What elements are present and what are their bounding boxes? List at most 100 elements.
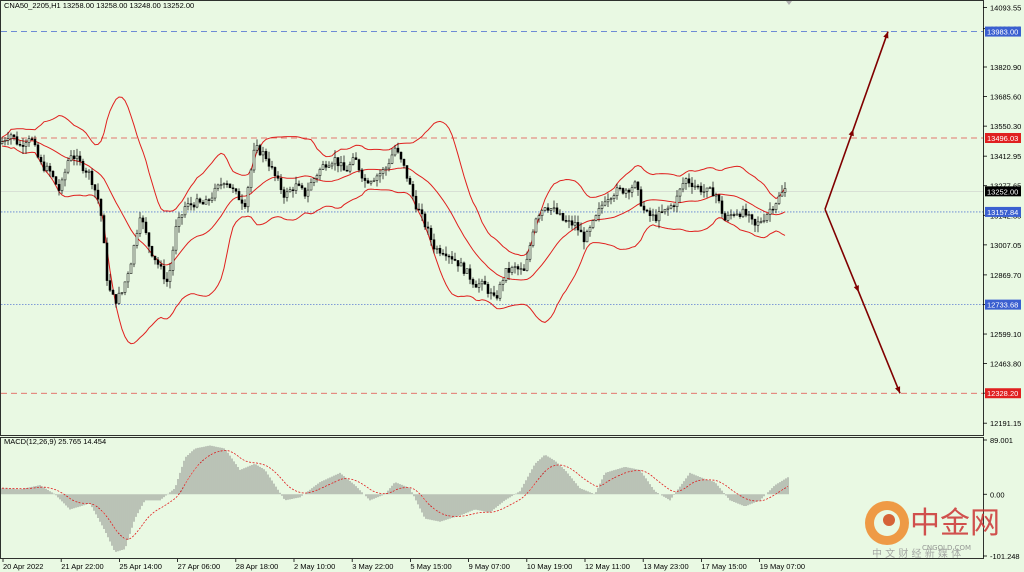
candle-body	[678, 188, 682, 197]
candle-body	[726, 214, 730, 221]
candle-body	[6, 138, 10, 141]
candle-body	[708, 187, 712, 189]
candle-body	[234, 188, 238, 192]
candle-body	[165, 278, 169, 282]
bollinger-mid	[1, 137, 786, 281]
candle-body	[564, 220, 568, 222]
candle-body	[510, 267, 514, 273]
chart-shift-marker[interactable]	[786, 1, 792, 5]
projection-arrows	[824, 31, 901, 394]
candle-body	[321, 164, 325, 170]
candle-body	[771, 208, 775, 211]
bollinger-bands	[1, 96, 786, 345]
candle-body	[144, 221, 148, 233]
candle-body	[258, 145, 262, 156]
candle-body	[18, 144, 22, 146]
candle-body	[180, 214, 184, 218]
macd-panel-frame	[0, 437, 984, 559]
candle-body	[213, 187, 217, 199]
candle-body	[690, 182, 694, 188]
candle-body	[666, 207, 670, 210]
candle-body	[189, 203, 193, 206]
price-tick-label: 13550.30	[990, 122, 1021, 131]
time-tick-label: 9 May 07:00	[469, 562, 510, 571]
candle-body	[24, 142, 28, 147]
candle-body	[21, 145, 25, 147]
candle-body	[117, 292, 121, 304]
candle-body	[783, 188, 787, 193]
candle-body	[120, 292, 124, 294]
candle-body	[222, 183, 226, 185]
candle-body	[684, 178, 688, 184]
time-tick-label: 5 May 15:00	[410, 562, 451, 571]
candle-body	[276, 175, 280, 179]
candle-body	[147, 232, 151, 247]
candle-body	[270, 166, 274, 168]
candle-body	[654, 214, 658, 222]
price-tag-label: 13252.00	[987, 187, 1018, 196]
candle-body	[507, 268, 511, 273]
candle-body	[648, 210, 652, 216]
candle-body	[576, 222, 580, 231]
candle-body	[741, 208, 745, 217]
candle-body	[411, 184, 415, 197]
candle-body	[159, 264, 163, 267]
candle-body	[78, 155, 82, 162]
candle-body	[327, 165, 331, 168]
candle-body	[336, 157, 340, 167]
price-tick-label: 12869.70	[990, 271, 1021, 280]
candle-body	[471, 279, 475, 285]
candle-body	[744, 208, 748, 216]
price-candles	[0, 131, 787, 308]
candle-body	[735, 213, 739, 216]
candle-body	[780, 192, 784, 197]
candle-body	[81, 160, 85, 172]
candle-body	[501, 280, 505, 285]
candle-body	[264, 151, 268, 160]
price-tag-box	[985, 388, 1021, 399]
candle-body	[87, 170, 91, 173]
candle-body	[465, 268, 469, 274]
candle-body	[351, 157, 355, 165]
candle-body	[543, 207, 547, 211]
candle-body	[423, 213, 427, 228]
candle-body	[303, 187, 307, 197]
price-tag-box	[985, 26, 1021, 37]
candle-body	[591, 220, 595, 228]
candle-body	[552, 207, 556, 210]
candle-body	[609, 198, 613, 200]
candle-body	[486, 284, 490, 294]
time-tick-label: 20 Apr 2022	[3, 562, 43, 571]
projection-line	[824, 31, 889, 210]
candle-body	[639, 189, 643, 207]
candle-body	[363, 177, 367, 181]
macd-title: MACD(12,26,9) 25.765 14.454	[4, 437, 106, 446]
price-tick-label: 13007.05	[990, 241, 1021, 250]
candle-body	[603, 201, 607, 206]
projection-mid-arrowhead	[848, 129, 854, 137]
macd-tick-label: -101.248	[990, 552, 1020, 561]
candle-body	[693, 185, 697, 188]
candle-body	[498, 283, 502, 299]
candle-body	[366, 180, 370, 184]
candle-body	[291, 189, 295, 191]
candle-body	[345, 169, 349, 172]
candle-body	[594, 215, 598, 221]
bollinger-lower	[1, 145, 786, 345]
candle-body	[717, 194, 721, 202]
candle-body	[456, 260, 460, 267]
candle-body	[279, 178, 283, 190]
candle-body	[39, 157, 43, 163]
candle-body	[48, 165, 52, 172]
candle-body	[549, 208, 553, 211]
price-tag-label: 12328.20	[987, 389, 1018, 398]
candle-body	[309, 182, 313, 191]
candle-body	[729, 214, 733, 216]
candle-body	[216, 184, 220, 189]
candle-body	[342, 162, 346, 171]
candle-body	[201, 201, 205, 205]
candle-body	[300, 185, 304, 189]
time-tick-label: 10 May 19:00	[527, 562, 572, 571]
candle-body	[249, 169, 253, 188]
